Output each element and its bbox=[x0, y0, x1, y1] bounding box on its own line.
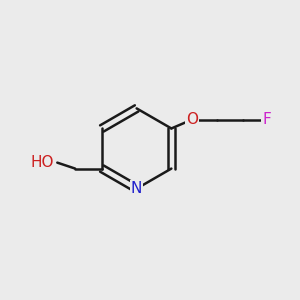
Text: O: O bbox=[186, 112, 198, 127]
Text: HO: HO bbox=[31, 155, 54, 170]
Text: N: N bbox=[131, 181, 142, 196]
Text: F: F bbox=[262, 112, 271, 127]
